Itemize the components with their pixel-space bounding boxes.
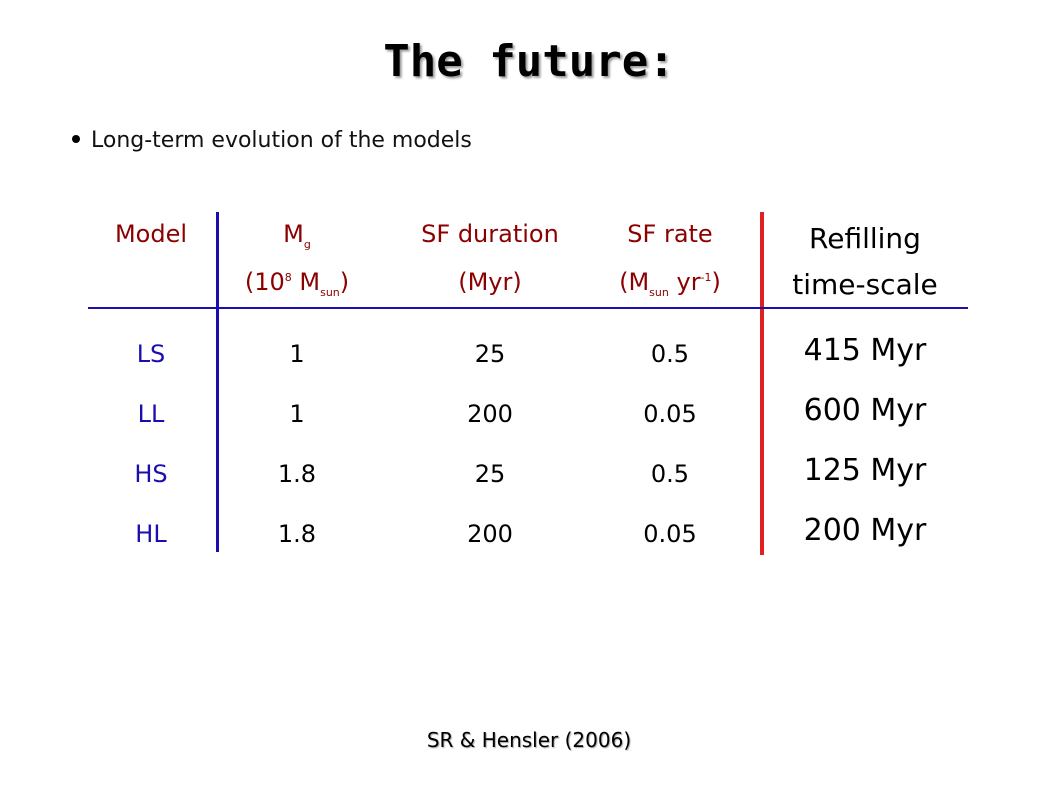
table-cell-sf-duration: 25: [474, 460, 506, 488]
table-cell-model: HL: [135, 520, 167, 548]
citation-footer: SR & Hensler (2006): [426, 728, 632, 752]
table-cell-mg: 1.8: [277, 460, 317, 488]
table-cell-model: LS: [136, 340, 166, 368]
table-cell-mg: 1: [289, 400, 305, 428]
header-model: Model: [114, 220, 188, 248]
bullet-text: Long-term evolution of the models: [91, 128, 472, 153]
table-cell-sf-duration: 200: [467, 520, 513, 548]
header-sf-rate: SF rate: [627, 220, 713, 248]
table-cell-refill: 600 Myr: [803, 393, 927, 428]
table-cell-sf-duration: 200: [467, 400, 513, 428]
table-cell-mg: 1.8: [277, 520, 317, 548]
table-cell-refill: 125 Myr: [803, 453, 927, 488]
slide-title: The future:: [383, 36, 675, 87]
header-refilling: Refilling: [809, 222, 921, 255]
table-cell-sf-rate: 0.5: [650, 460, 690, 488]
table-cell-mg: 1: [289, 340, 305, 368]
table-cell-refill: 415 Myr: [803, 333, 927, 368]
table-cell-model: LL: [137, 400, 165, 428]
column-divider-red: [760, 212, 764, 555]
bullet-dot-icon: [72, 135, 80, 143]
table-cell-sf-rate: 0.05: [643, 520, 697, 548]
header-gas-mass-unit: (108 Msun): [244, 268, 350, 299]
table-cell-sf-duration: 25: [474, 340, 506, 368]
header-sf-duration: SF duration: [421, 220, 559, 248]
table-cell-sf-rate: 0.05: [643, 400, 697, 428]
header-sf-duration-unit: (Myr): [458, 268, 522, 296]
header-gas-mass: Mg: [283, 220, 311, 251]
table-cell-sf-rate: 0.5: [650, 340, 690, 368]
table-cell-model: HS: [134, 460, 168, 488]
table-cell-refill: 200 Myr: [803, 513, 927, 548]
bullet-item: Long-term evolution of the models: [72, 128, 472, 153]
header-sf-rate-unit: (Msun yr-1): [619, 268, 721, 299]
header-rule: [88, 307, 968, 309]
header-timescale: time-scale: [792, 268, 938, 301]
column-divider-blue: [216, 212, 219, 552]
